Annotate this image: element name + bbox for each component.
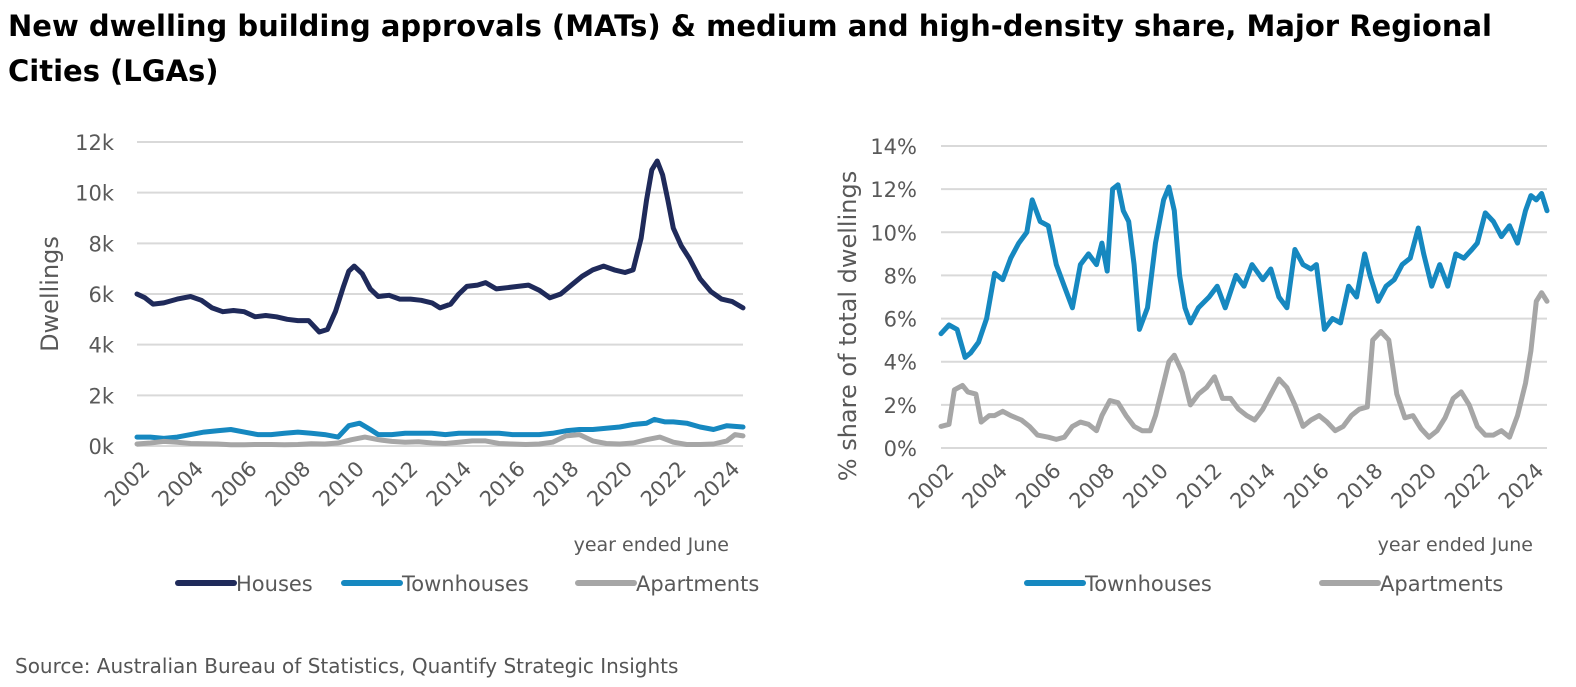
x-tick-label: 2006 bbox=[207, 457, 262, 512]
y-tick-label: 10% bbox=[870, 221, 917, 245]
x-tick-label: 2016 bbox=[475, 457, 530, 512]
y-tick-label: 2% bbox=[884, 394, 917, 418]
y-tick-label: 0k bbox=[88, 435, 114, 459]
share-x-ticks: 2002200420062008201020122014201620182020… bbox=[904, 459, 1549, 514]
series-line-houses bbox=[134, 158, 746, 335]
x-tick-label: 2022 bbox=[1440, 459, 1495, 514]
x-tick-label: 2018 bbox=[529, 457, 584, 512]
legend-label-townhouses: Townhouses bbox=[401, 572, 529, 596]
x-tick-label: 2010 bbox=[1118, 459, 1173, 514]
x-tick-label: 2012 bbox=[1172, 459, 1227, 514]
x-tick-label: 2012 bbox=[368, 457, 423, 512]
approvals-legend: Houses Townhouses Apartments bbox=[175, 572, 759, 596]
legend-label-apartments: Apartments bbox=[1380, 572, 1503, 596]
x-tick-label: 2020 bbox=[1386, 459, 1441, 514]
y-tick-label: 8% bbox=[884, 264, 917, 288]
x-tick-label: 2002 bbox=[904, 459, 959, 514]
share-gridlines bbox=[941, 145, 1547, 449]
y-tick-label: 4k bbox=[88, 334, 114, 358]
share-y-axis-label: % share of total dwellings bbox=[834, 171, 862, 481]
y-tick-label: 2k bbox=[88, 384, 114, 408]
source-note: Source: Australian Bureau of Statistics,… bbox=[15, 654, 679, 678]
approvals-y-axis-label: Dwellings bbox=[36, 236, 64, 352]
y-tick-label: 10k bbox=[75, 182, 115, 206]
x-tick-label: 2024 bbox=[1494, 459, 1549, 514]
approvals-series-lines bbox=[134, 158, 746, 448]
share-series-lines bbox=[938, 182, 1550, 442]
x-tick-label: 2004 bbox=[957, 459, 1012, 514]
y-tick-label: 4% bbox=[884, 351, 917, 375]
series-line-townhouses bbox=[938, 182, 1550, 360]
x-tick-label: 2014 bbox=[422, 457, 477, 512]
page-title: New dwelling building approvals (MATs) &… bbox=[8, 9, 1492, 88]
y-tick-label: 0% bbox=[884, 437, 917, 461]
y-tick-label: 12% bbox=[870, 178, 917, 202]
series-line-apartments bbox=[134, 432, 746, 448]
x-tick-label: 2020 bbox=[582, 457, 637, 512]
share-x-axis-label: year ended June bbox=[1378, 534, 1533, 556]
x-tick-label: 2016 bbox=[1279, 459, 1334, 514]
approvals-y-ticks: 0k 2k 4k 6k 8k 10k 12k bbox=[75, 131, 115, 459]
y-tick-label: 12k bbox=[75, 131, 115, 155]
x-tick-label: 2002 bbox=[100, 457, 155, 512]
x-tick-label: 2008 bbox=[1065, 459, 1120, 514]
approvals-x-axis-label: year ended June bbox=[574, 534, 729, 556]
x-tick-label: 2004 bbox=[153, 457, 208, 512]
density-share-chart: 0% 2% 4% 6% 8% 10% 12% 14% 20022004200620082010… bbox=[834, 135, 1550, 596]
y-tick-label: 8k bbox=[88, 232, 114, 256]
legend-label-townhouses: Townhouses bbox=[1084, 572, 1212, 596]
series-line-townhouses bbox=[134, 416, 746, 441]
share-legend: Townhouses Apartments bbox=[1024, 572, 1503, 596]
x-tick-label: 2022 bbox=[636, 457, 691, 512]
x-tick-label: 2018 bbox=[1333, 459, 1388, 514]
x-tick-label: 2006 bbox=[1011, 459, 1066, 514]
y-tick-label: 6% bbox=[884, 308, 917, 332]
series-line-apartments bbox=[938, 290, 1550, 442]
x-tick-label: 2010 bbox=[314, 457, 369, 512]
approvals-x-ticks: 2002200420062008201020122014201620182020… bbox=[100, 457, 745, 512]
x-tick-label: 2024 bbox=[690, 457, 745, 512]
x-tick-label: 2008 bbox=[261, 457, 316, 512]
approvals-gridlines bbox=[137, 141, 743, 447]
legend-label-apartments: Apartments bbox=[636, 572, 759, 596]
legend-label-houses: Houses bbox=[236, 572, 313, 596]
y-tick-label: 6k bbox=[88, 283, 114, 307]
share-y-ticks: 0% 2% 4% 6% 8% 10% 12% 14% bbox=[870, 135, 917, 461]
y-tick-label: 14% bbox=[870, 135, 917, 159]
x-tick-label: 2014 bbox=[1226, 459, 1281, 514]
